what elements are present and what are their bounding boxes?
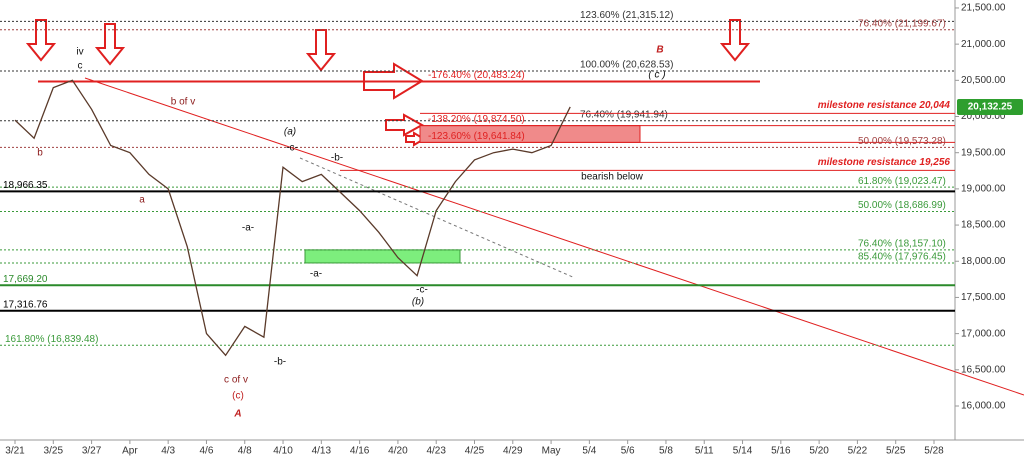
x-tick-label: 5/11 — [695, 446, 714, 457]
x-tick-label: 4/23 — [426, 446, 446, 457]
x-tick-label: 4/20 — [388, 446, 408, 457]
x-tick-label: 3/27 — [82, 446, 102, 457]
wave-label: -b- — [331, 153, 343, 164]
level-label: -176.40% (20,483.24) — [428, 70, 525, 81]
x-tick-label: 5/6 — [621, 446, 635, 457]
y-tick-label: 19,000.00 — [961, 184, 1006, 195]
wave-label: -a- — [310, 269, 322, 280]
wave-label: A — [233, 409, 241, 420]
wave-label: c — [78, 61, 83, 72]
level-label: 123.60% (21,315.12) — [580, 10, 673, 21]
wave-label: (c) — [232, 391, 244, 402]
y-tick-label: 16,000.00 — [961, 401, 1006, 412]
level-label: 50.00% (19,573.28) — [858, 136, 946, 147]
x-tick-label: 5/14 — [733, 446, 753, 457]
level-label: 50.00% (18,686.99) — [858, 200, 946, 211]
y-tick-label: 20,000.00 — [961, 111, 1006, 122]
level-label: -138.20% (19,874.50) — [428, 114, 525, 125]
level-label: 76.40% (18,157.10) — [858, 239, 946, 250]
level-label: 161.80% (16,839.48) — [5, 334, 98, 345]
wave-label: (a) — [284, 127, 296, 138]
x-tick-label: 4/8 — [238, 446, 252, 457]
x-tick-label: 4/6 — [200, 446, 214, 457]
wave-label: b — [37, 148, 43, 159]
wave-label: (b) — [412, 297, 424, 308]
x-tick-label: 5/22 — [848, 446, 868, 457]
level-label: 61.80% (19,023.47) — [858, 176, 946, 187]
x-tick-label: 5/25 — [886, 446, 906, 457]
y-tick-label: 18,000.00 — [961, 256, 1006, 267]
wave-label: B — [656, 45, 663, 56]
level-label: 76.40% (21,199.67) — [858, 18, 946, 29]
y-tick-label: 19,500.00 — [961, 147, 1006, 158]
x-tick-label: 3/21 — [5, 446, 25, 457]
last-price-label: 20,132.25 — [968, 102, 1013, 113]
wave-label: -a- — [242, 223, 254, 234]
x-tick-label: 5/28 — [924, 446, 944, 457]
x-tick-label: 5/8 — [659, 446, 673, 457]
wave-label: -c- — [286, 143, 298, 154]
channel-line — [299, 157, 576, 279]
x-tick-label: 5/16 — [771, 446, 791, 457]
level-label: 17,669.20 — [3, 274, 48, 285]
level-label: 17,316.76 — [3, 299, 48, 310]
price-line — [14, 79, 571, 357]
x-tick-label: 4/29 — [503, 446, 523, 457]
wave-label: -c- — [416, 285, 428, 296]
wave-label: a — [139, 195, 145, 206]
last-price-box — [957, 98, 1023, 115]
wave-label: -b- — [274, 357, 286, 368]
y-tick-label: 17,500.00 — [961, 292, 1006, 303]
x-tick-label: 4/10 — [273, 446, 293, 457]
x-tick-label: 4/16 — [350, 446, 370, 457]
wave-label: c of v — [224, 375, 248, 386]
support-zone — [304, 249, 461, 264]
trend-line — [84, 77, 1024, 396]
x-tick-label: 5/20 — [809, 446, 829, 457]
x-tick-label: 4/25 — [465, 446, 485, 457]
x-tick-label: Apr — [122, 446, 138, 457]
y-tick-label: 20,500.00 — [961, 75, 1006, 86]
x-tick-label: May — [542, 446, 561, 457]
wave-label: ( c ) — [648, 70, 665, 81]
level-label: 85.40% (17,976.45) — [858, 252, 946, 263]
wave-label: iv — [76, 47, 83, 58]
y-tick-label: 21,000.00 — [961, 39, 1006, 50]
arrows — [25, 19, 751, 147]
y-tick-label: 16,500.00 — [961, 364, 1006, 375]
y-tick-label: 21,500.00 — [961, 3, 1006, 14]
y-tick-label: 18,500.00 — [961, 220, 1006, 231]
x-tick-label: 4/13 — [312, 446, 332, 457]
level-label: 100.00% (20,628.53) — [580, 60, 673, 71]
level-label: -123.60% (19,641.84) — [428, 131, 525, 142]
x-tick-label: 5/4 — [582, 446, 596, 457]
level-label: 76.40% (19,941.94) — [580, 109, 668, 120]
x-tick-label: 3/25 — [44, 446, 64, 457]
level-label: 18,966.35 — [3, 180, 48, 191]
milestone-label: milestone resistance 20,044 — [818, 100, 951, 111]
x-tick-label: 4/3 — [161, 446, 175, 457]
milestone-label: milestone resistance 19,256 — [818, 157, 951, 168]
wave-label: b of v — [171, 97, 195, 108]
y-tick-label: 17,000.00 — [961, 328, 1006, 339]
wave-label: bearish below — [581, 172, 643, 183]
